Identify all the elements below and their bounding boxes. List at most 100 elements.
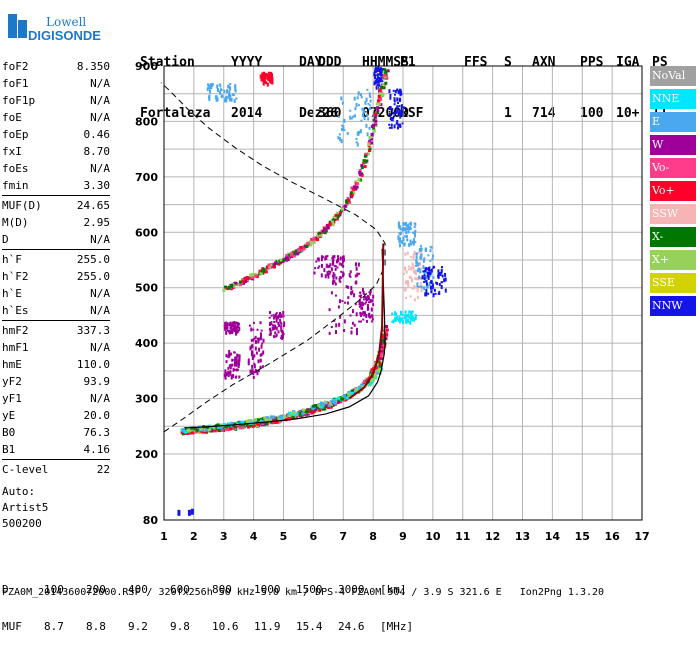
echo-point bbox=[370, 133, 374, 137]
param-value: 4.16 bbox=[83, 443, 111, 456]
echo-point bbox=[255, 351, 258, 355]
echo-point bbox=[261, 422, 265, 426]
echo-point bbox=[375, 102, 379, 106]
param-name: h`Es bbox=[2, 304, 29, 317]
echo-point bbox=[340, 397, 344, 401]
echo-point bbox=[250, 350, 253, 355]
echo-point bbox=[275, 317, 278, 321]
dmuf-value: 400 bbox=[128, 583, 148, 596]
echo-point bbox=[382, 86, 386, 90]
param-name: B1 bbox=[2, 443, 16, 456]
echo-point bbox=[380, 77, 383, 80]
echo-point bbox=[335, 217, 339, 221]
echo-point bbox=[293, 252, 297, 256]
echo-point bbox=[381, 93, 385, 97]
echo-point bbox=[440, 268, 443, 273]
echo-point bbox=[328, 270, 331, 273]
echo-point bbox=[268, 79, 271, 83]
echo-point bbox=[250, 272, 254, 276]
echo-point bbox=[370, 314, 373, 317]
echo-point bbox=[399, 231, 402, 235]
echo-point bbox=[225, 95, 228, 99]
echo-point bbox=[428, 271, 431, 276]
echo-point bbox=[415, 252, 418, 255]
echo-point bbox=[397, 236, 400, 240]
echo-point bbox=[405, 231, 408, 235]
echo-point bbox=[378, 76, 381, 79]
echo-point bbox=[358, 385, 362, 389]
echo-point bbox=[236, 353, 239, 358]
echo-point bbox=[369, 99, 372, 103]
echo-point bbox=[255, 275, 259, 279]
echo-point bbox=[382, 343, 386, 347]
echo-point bbox=[409, 242, 412, 246]
echo-point bbox=[345, 202, 349, 206]
echo-point bbox=[326, 265, 329, 269]
echo-point bbox=[419, 244, 422, 247]
param-value: 8.70 bbox=[83, 145, 111, 158]
param-value: 255.0 bbox=[76, 253, 110, 266]
echo-point bbox=[300, 414, 304, 418]
echo-point bbox=[360, 96, 363, 99]
echo-point bbox=[379, 78, 382, 83]
echo-point bbox=[376, 74, 379, 77]
echo-point bbox=[353, 323, 356, 327]
echo-point bbox=[312, 236, 316, 240]
echo-point bbox=[398, 88, 401, 91]
echo-point bbox=[274, 416, 278, 420]
echo-point bbox=[233, 327, 236, 331]
echo-point bbox=[282, 258, 286, 262]
echo-point bbox=[326, 255, 329, 258]
echo-point bbox=[405, 227, 408, 231]
echo-point bbox=[268, 74, 271, 77]
echo-point bbox=[382, 73, 386, 77]
echo-point bbox=[422, 258, 425, 263]
echo-point bbox=[420, 285, 423, 289]
echo-point bbox=[312, 409, 316, 413]
echo-point bbox=[339, 275, 342, 279]
param-name: hmE bbox=[2, 358, 22, 371]
echo-point bbox=[444, 272, 447, 277]
echo-point bbox=[220, 428, 224, 432]
legend-sse: SSE bbox=[650, 273, 696, 293]
echo-point bbox=[388, 113, 391, 117]
echo-point bbox=[320, 257, 323, 262]
echo-point bbox=[413, 271, 416, 275]
echo-point bbox=[397, 221, 400, 226]
param-value: 2.95 bbox=[83, 216, 111, 229]
echo-point bbox=[288, 414, 292, 418]
echo-point bbox=[274, 326, 277, 329]
echo-point bbox=[282, 333, 285, 336]
param-separator bbox=[2, 459, 110, 460]
x-tick-label: 3 bbox=[220, 530, 228, 543]
echo-point bbox=[429, 285, 432, 290]
param-name: fmin bbox=[2, 179, 29, 192]
echo-point bbox=[342, 257, 345, 262]
echo-point bbox=[226, 324, 229, 327]
echo-point bbox=[407, 230, 410, 234]
echo-point bbox=[229, 424, 233, 428]
echo-point bbox=[366, 113, 369, 117]
param-name: h`F2 bbox=[2, 270, 29, 283]
echo-point bbox=[323, 231, 327, 235]
echo-point bbox=[394, 311, 397, 316]
echo-point bbox=[264, 270, 268, 274]
echo-point bbox=[420, 253, 423, 257]
echo-point bbox=[377, 102, 381, 106]
echo-point bbox=[324, 255, 327, 258]
echo-point bbox=[269, 329, 272, 332]
echo-point bbox=[429, 272, 432, 276]
echo-point bbox=[324, 257, 327, 261]
echo-point bbox=[318, 265, 321, 268]
echo-point bbox=[205, 428, 209, 432]
x-tick-label: 4 bbox=[250, 530, 258, 543]
echo-point bbox=[214, 426, 218, 430]
param-name: foF1 bbox=[2, 77, 29, 90]
echo-point bbox=[384, 72, 388, 76]
echo-point bbox=[233, 359, 236, 362]
echo-point bbox=[356, 96, 359, 100]
echo-point bbox=[248, 324, 251, 327]
echo-point bbox=[184, 430, 188, 434]
echo-point bbox=[218, 90, 221, 94]
echo-point bbox=[206, 87, 209, 92]
